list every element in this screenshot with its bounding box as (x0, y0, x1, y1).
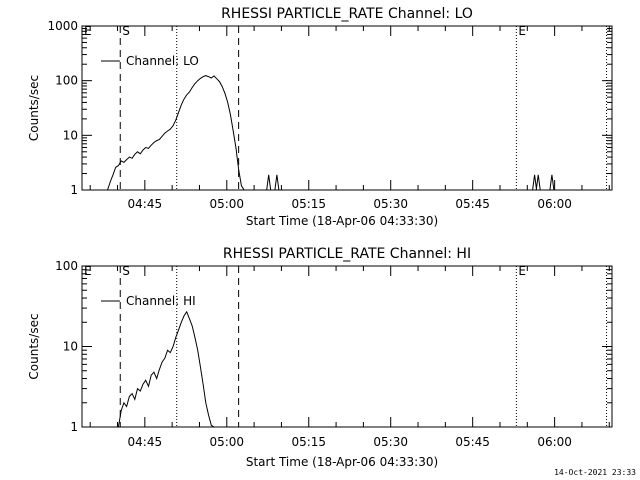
spike-mark (274, 174, 280, 191)
x-tick-label: 06:00 (537, 197, 572, 211)
spike-mark (266, 174, 272, 191)
x-tick-label: 06:00 (537, 435, 572, 449)
axes-frame (81, 25, 613, 191)
y-tick-label: 100 (55, 259, 78, 273)
y-tick-label: 1 (70, 420, 78, 434)
spike-mark (549, 174, 555, 191)
time-marker-label: E (84, 24, 92, 38)
chart-title: RHESSI PARTICLE_RATE Channel: LO (221, 6, 473, 22)
x-tick-label: 05:00 (209, 435, 244, 449)
x-tick-label: 05:30 (373, 197, 408, 211)
x-axis-label: Start Time (18-Apr-06 04:33:30) (246, 214, 438, 228)
footer-timestamp: 14-Oct-2021 23:33 (554, 468, 636, 477)
y-axis-label: Counts/sec (27, 313, 41, 379)
axes-frame (81, 265, 613, 428)
series-line (117, 310, 215, 428)
time-marker-label: S (122, 264, 130, 278)
time-marker-label: E (84, 264, 92, 278)
chart-title: RHESSI PARTICLE_RATE Channel: HI (223, 246, 471, 262)
time-marker-label: E (518, 264, 526, 278)
y-tick-label: 10 (63, 340, 78, 354)
time-marker-label: S (122, 24, 130, 38)
x-tick-label: 05:00 (209, 197, 244, 211)
x-tick-label: 04:45 (128, 435, 163, 449)
legend-label: Channel: LO (126, 54, 199, 68)
x-tick-label: 05:30 (373, 435, 408, 449)
plot-area: 1 10 100 04:45 05:00 05:15 05:30 05:45 06:00 E S E (55, 259, 613, 449)
y-axis-label: Counts/sec (27, 75, 41, 141)
y-tick-label: 100 (55, 74, 78, 88)
x-tick-label: 05:45 (455, 197, 490, 211)
y-tick-label: 1000 (47, 19, 78, 33)
x-tick-label: 05:15 (291, 435, 326, 449)
x-tick-label: 05:15 (291, 197, 326, 211)
y-tick-label: 10 (63, 128, 78, 142)
time-marker-label: E (518, 24, 526, 38)
legend-label: Channel: HI (126, 294, 196, 308)
spike-mark (535, 174, 541, 191)
plot-area: 1 10 100 1000 04:45 05:00 05:15 05:30 05:45 06:00… (47, 19, 613, 211)
panel-lo: RHESSI PARTICLE_RATE Channel: LO Start T… (27, 6, 613, 228)
panel-hi: RHESSI PARTICLE_RATE Channel: HI Start T… (27, 246, 613, 469)
x-tick-label: 04:45 (128, 197, 163, 211)
y-tick-label: 1 (70, 183, 78, 197)
series-line (107, 75, 245, 191)
x-axis-label: Start Time (18-Apr-06 04:33:30) (246, 455, 438, 469)
spike-mark (532, 174, 538, 191)
x-tick-label: 05:45 (455, 435, 490, 449)
